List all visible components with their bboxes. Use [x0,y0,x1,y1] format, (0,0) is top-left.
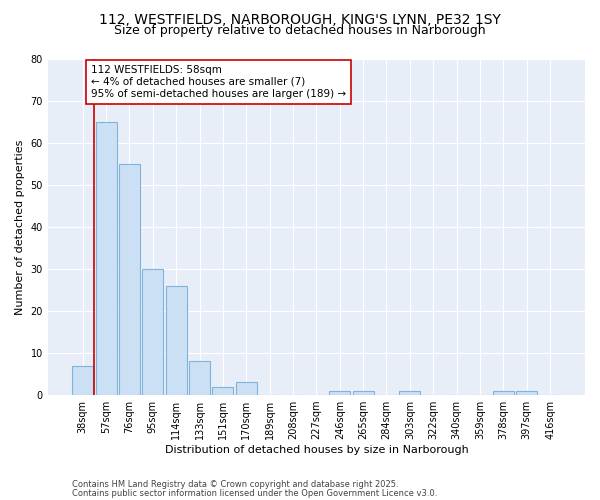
Text: Size of property relative to detached houses in Narborough: Size of property relative to detached ho… [114,24,486,37]
Bar [142,269,163,395]
Bar [493,391,514,395]
Bar [236,382,257,395]
Bar [516,391,537,395]
Text: Contains HM Land Registry data © Crown copyright and database right 2025.: Contains HM Land Registry data © Crown c… [72,480,398,489]
Bar [353,391,374,395]
Bar [189,362,210,395]
Bar [119,164,140,395]
Text: Contains public sector information licensed under the Open Government Licence v3: Contains public sector information licen… [72,488,437,498]
Bar [72,366,93,395]
Text: 112, WESTFIELDS, NARBOROUGH, KING'S LYNN, PE32 1SY: 112, WESTFIELDS, NARBOROUGH, KING'S LYNN… [99,12,501,26]
Text: 112 WESTFIELDS: 58sqm
← 4% of detached houses are smaller (7)
95% of semi-detach: 112 WESTFIELDS: 58sqm ← 4% of detached h… [91,66,346,98]
Y-axis label: Number of detached properties: Number of detached properties [15,140,25,314]
Bar [212,386,233,395]
Bar [400,391,421,395]
Bar [166,286,187,395]
X-axis label: Distribution of detached houses by size in Narborough: Distribution of detached houses by size … [164,445,468,455]
Bar [95,122,116,395]
Bar [329,391,350,395]
